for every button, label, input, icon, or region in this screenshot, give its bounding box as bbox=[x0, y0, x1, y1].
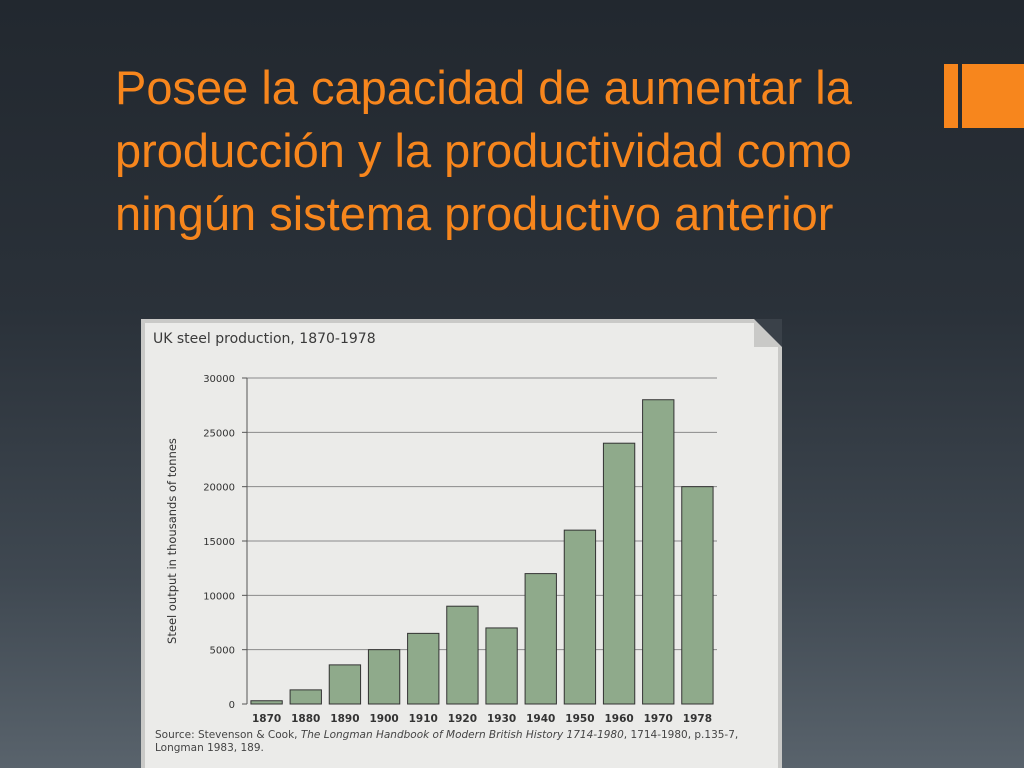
decorative-bar bbox=[944, 64, 958, 128]
chart-panel: UK steel production, 1870-1978 0 5000 1000… bbox=[141, 319, 782, 768]
y-tick-label: 20000 bbox=[203, 483, 235, 494]
x-tick-label: 1950 bbox=[565, 713, 594, 723]
source-book-title: The Longman Handbook of Modern British H… bbox=[300, 729, 624, 741]
chart-title: UK steel production, 1870-1978 bbox=[153, 331, 376, 347]
bar-1970 bbox=[642, 399, 675, 705]
bar-1870 bbox=[250, 700, 283, 705]
y-tick-label: 0 bbox=[229, 700, 235, 711]
x-tick-label: 1890 bbox=[330, 713, 359, 723]
bar-1900 bbox=[367, 649, 401, 705]
slide-title: Posee la capacidad de aumentar la produc… bbox=[115, 61, 852, 240]
bar-1960 bbox=[602, 442, 636, 705]
bar-1978 bbox=[681, 486, 714, 705]
bar-1910 bbox=[407, 632, 440, 705]
bar-chart: 0 5000 10000 15000 20000 25000 30000 Steel outp… bbox=[165, 374, 717, 723]
x-tick-label: 1920 bbox=[448, 713, 477, 723]
y-tick-label: 10000 bbox=[203, 591, 235, 602]
bar-1890 bbox=[328, 664, 362, 705]
y-tick-label: 15000 bbox=[203, 537, 235, 548]
bar-1940 bbox=[524, 573, 557, 705]
x-tick-label: 1880 bbox=[291, 713, 320, 723]
y-axis-label: Steel output in thousands of tonnes bbox=[165, 438, 179, 644]
x-tick-label: 1970 bbox=[644, 713, 673, 723]
x-tick-label: 1900 bbox=[369, 713, 398, 723]
x-tick-label: 1910 bbox=[409, 713, 438, 723]
bar-1880 bbox=[289, 689, 322, 705]
x-tick-label: 1960 bbox=[604, 713, 633, 723]
bar-1930 bbox=[485, 627, 518, 705]
x-tick-label: 1940 bbox=[526, 713, 555, 723]
page-fold-corner bbox=[754, 319, 782, 347]
chart-source: Source: Stevenson & Cook, The Longman Ha… bbox=[155, 729, 755, 755]
y-tick-label: 30000 bbox=[203, 374, 235, 385]
source-suffix: , 1714-1980, p.135-7, Longman 1983, 189. bbox=[155, 729, 739, 754]
x-tick-label: 1870 bbox=[252, 713, 281, 723]
source-prefix: Source: Stevenson & Cook, bbox=[155, 729, 301, 741]
y-tick-label: 25000 bbox=[203, 428, 235, 439]
bar-1950 bbox=[563, 529, 597, 705]
decorative-block bbox=[962, 64, 1024, 128]
x-tick-label: 1930 bbox=[487, 713, 516, 723]
y-tick-label: 5000 bbox=[210, 646, 235, 657]
bar-1920 bbox=[446, 605, 479, 705]
x-tick-label: 1978 bbox=[683, 713, 712, 723]
